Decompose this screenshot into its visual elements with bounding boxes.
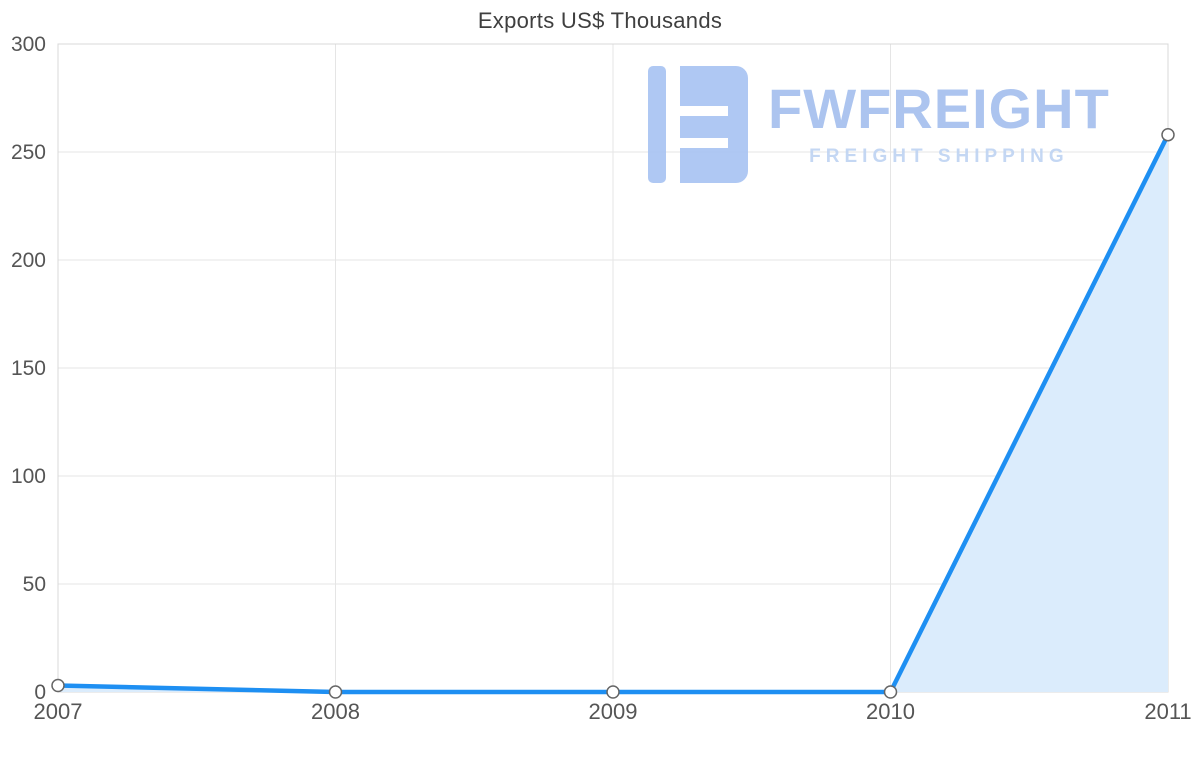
x-tick-label: 2007 [34, 699, 83, 724]
y-tick-label: 200 [11, 249, 46, 272]
y-tick-label: 150 [11, 357, 46, 380]
x-tick-label: 2008 [311, 699, 360, 724]
y-tick-label: 250 [11, 141, 46, 164]
y-tick-label: 300 [11, 33, 46, 56]
x-tick-label: 2011 [1144, 699, 1191, 724]
data-point [328, 685, 343, 699]
chart-title: Exports US$ Thousands [477, 8, 723, 33]
y-tick-label: 50 [23, 573, 46, 596]
data-point [1161, 127, 1175, 142]
data-point [51, 678, 65, 693]
y-tick-label: 0 [34, 681, 46, 704]
x-tick-label: 2009 [589, 699, 638, 724]
y-tick-label: 100 [11, 465, 46, 488]
series-area-fill [58, 134, 1168, 693]
data-point [883, 685, 898, 699]
data-point [606, 685, 620, 699]
x-tick-label: 2010 [866, 699, 915, 724]
